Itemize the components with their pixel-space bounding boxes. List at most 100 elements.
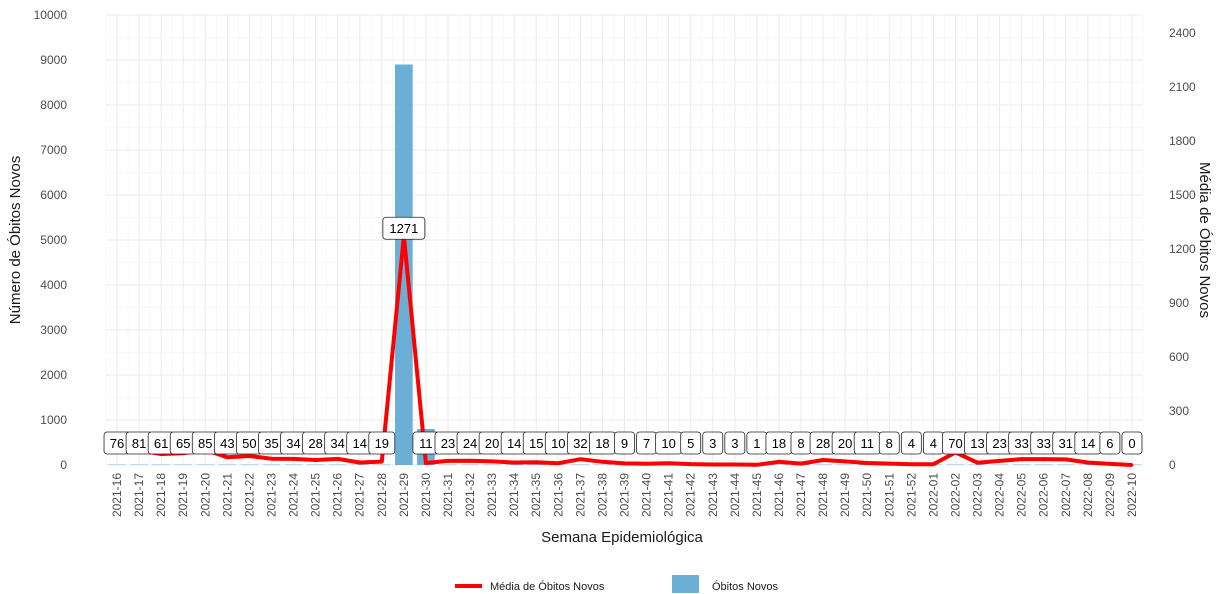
data-label: 31	[1059, 436, 1073, 451]
data-label-box	[1099, 431, 1121, 455]
data-label-box	[1121, 431, 1143, 455]
data-label-group: 4	[922, 431, 944, 455]
x-tick-label: 2021-50	[860, 473, 874, 517]
data-label: 15	[529, 436, 543, 451]
data-label-group: 33	[1008, 431, 1036, 455]
line-point	[512, 460, 516, 464]
data-label: 3	[709, 436, 716, 451]
data-label: 0	[1128, 436, 1135, 451]
data-label-group: 13	[964, 431, 991, 455]
y2-tick-label: 1200	[1169, 242, 1196, 256]
line-point	[556, 461, 560, 465]
data-label: 18	[772, 436, 786, 451]
x-tick-label: 2022-10	[1125, 473, 1139, 517]
x-tick-label: 2022-03	[971, 473, 985, 517]
x-axis-title: Semana Epidemiológica	[541, 529, 703, 546]
data-label-group: 0	[1121, 431, 1143, 455]
data-label-group: 9	[614, 431, 635, 455]
x-tick-label: 2021-38	[595, 473, 609, 517]
x-tick-label: 2021-35	[529, 473, 543, 517]
data-label-group: 43	[213, 431, 241, 455]
x-tick-label: 2021-40	[640, 473, 654, 517]
line-point	[799, 462, 803, 466]
line-point	[247, 454, 251, 458]
x-tick-label: 2021-45	[750, 473, 764, 517]
data-label-group: 10	[655, 431, 683, 455]
x-tick-label: 2022-09	[1103, 473, 1117, 517]
x-tick-label: 2021-29	[397, 473, 411, 517]
data-label-group: 65	[169, 431, 197, 455]
y2-tick-label: 900	[1169, 296, 1189, 310]
line-point	[689, 462, 693, 466]
line-point	[1130, 463, 1134, 467]
data-label-group: 35	[258, 431, 285, 455]
data-label: 18	[595, 436, 609, 451]
line-point	[623, 461, 626, 465]
data-label: 14	[352, 436, 366, 451]
x-tick-label: 2021-46	[772, 473, 786, 517]
x-tick-label: 2021-21	[220, 473, 234, 517]
data-label-box	[368, 431, 396, 455]
y-axis-title: Número de Óbitos Novos	[7, 156, 24, 324]
x-tick-label: 2021-32	[463, 473, 477, 517]
line-point	[1064, 457, 1068, 461]
data-label: 8	[797, 436, 804, 451]
data-label: 14	[1081, 436, 1095, 451]
data-label: 61	[154, 436, 168, 451]
x-tick-label: 2022-05	[1015, 473, 1029, 517]
line-point	[468, 459, 472, 463]
data-label: 23	[441, 436, 455, 451]
data-label-group: 28	[809, 431, 837, 455]
y2-tick-label: 600	[1169, 350, 1189, 364]
legend: Média de Óbitos Novos Óbitos Novos	[455, 575, 779, 593]
data-label-group: 3	[702, 431, 724, 455]
data-label: 11	[419, 436, 433, 451]
x-tick-label: 2021-41	[662, 473, 676, 517]
data-label-box	[900, 431, 922, 455]
y2-tick-label: 0	[1169, 458, 1176, 472]
line-point	[909, 462, 913, 466]
data-label-group: 7	[636, 431, 657, 455]
line-point	[1042, 457, 1046, 461]
x-tick-label: 2021-16	[110, 473, 124, 517]
line-point	[534, 460, 538, 464]
data-label-box	[614, 431, 635, 455]
x-tick-label: 2021-49	[838, 473, 852, 517]
line-point	[711, 462, 715, 466]
line-point	[314, 458, 318, 462]
data-label: 9	[621, 436, 628, 451]
line-point	[269, 457, 273, 461]
line-point	[865, 461, 869, 465]
data-label-group: 1	[746, 431, 768, 455]
data-label-group: 8	[790, 431, 812, 455]
x-tick-label: 2022-08	[1081, 473, 1095, 517]
x-tick-label: 2022-02	[949, 473, 963, 517]
data-label-group: 20	[478, 431, 506, 455]
y-axis-ticks: 0 1000 2000 3000 4000 5000 6000 7000 8000 9000 100…	[34, 8, 68, 472]
x-tick-label: 2021-48	[816, 473, 830, 517]
legend-line-label: Média de Óbitos Novos	[490, 580, 605, 593]
data-label: 10	[551, 436, 565, 451]
line-point	[336, 457, 340, 461]
data-label-box	[680, 431, 702, 455]
y-tick-label: 1000	[40, 413, 67, 427]
data-label-group: 14	[1074, 431, 1102, 455]
data-label: 70	[948, 436, 962, 451]
x-tick-label: 2021-23	[265, 473, 279, 517]
x-axis-ticks: 2021-16 2021-17 2021-18 2021-19 2021-20 2021-…	[110, 473, 1139, 517]
data-label: 4	[930, 436, 937, 451]
x-tick-label: 2021-26	[331, 473, 345, 517]
line-point	[380, 460, 384, 464]
x-tick-label: 2021-52	[904, 473, 918, 517]
data-label-group: 4	[900, 431, 922, 455]
legend-bar-swatch	[672, 575, 699, 593]
data-label: 85	[198, 436, 212, 451]
data-label-group: 31	[1052, 431, 1080, 455]
line-point	[976, 461, 980, 465]
data-label-group: 6	[1099, 431, 1121, 455]
data-label: 33	[1014, 436, 1028, 451]
data-label-group: 33	[1030, 431, 1058, 455]
data-label-group: 10	[544, 431, 572, 455]
x-tick-label: 2022-01	[926, 473, 940, 517]
data-label: 32	[573, 436, 587, 451]
